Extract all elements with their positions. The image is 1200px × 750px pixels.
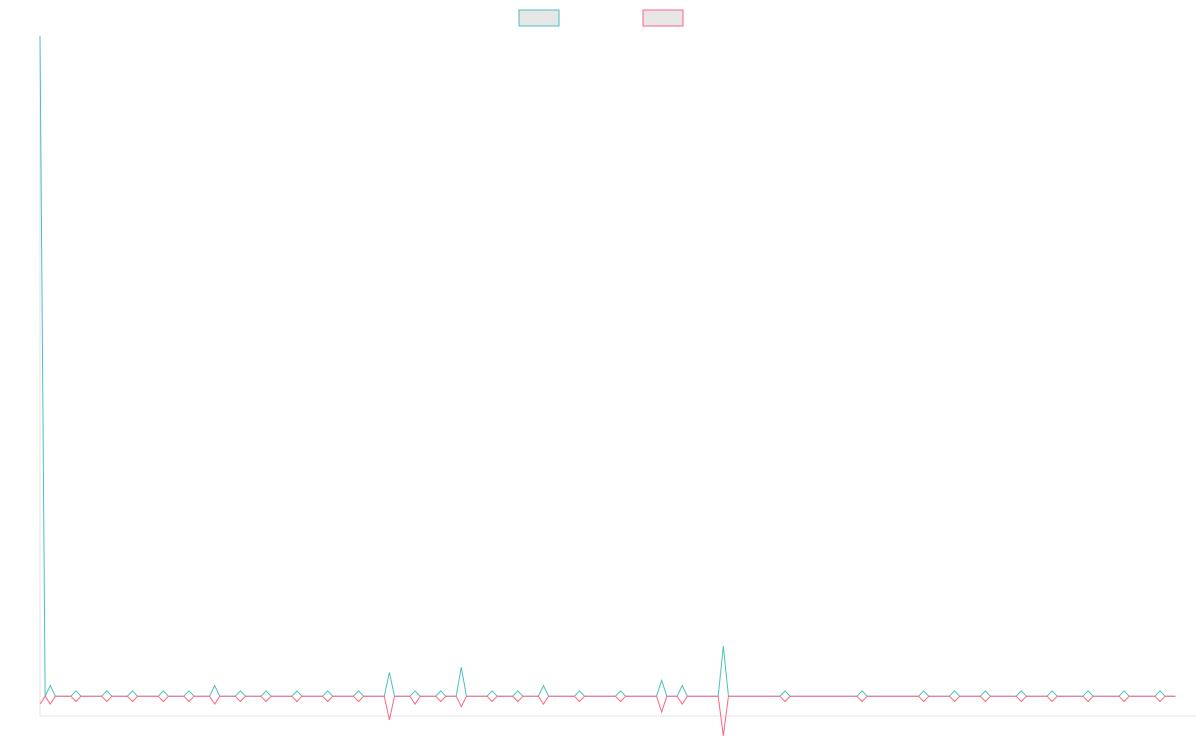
series-layer — [39, 35, 1176, 736]
legend[interactable] — [518, 9, 684, 27]
legend-swatch-2 — [642, 9, 684, 27]
legend-item-1[interactable] — [518, 9, 560, 27]
axes — [39, 36, 1196, 717]
legend-item-2[interactable] — [642, 9, 684, 27]
series-line-2 — [39, 695, 1176, 736]
legend-swatch-1 — [518, 9, 560, 27]
series-line-1 — [39, 35, 1176, 697]
